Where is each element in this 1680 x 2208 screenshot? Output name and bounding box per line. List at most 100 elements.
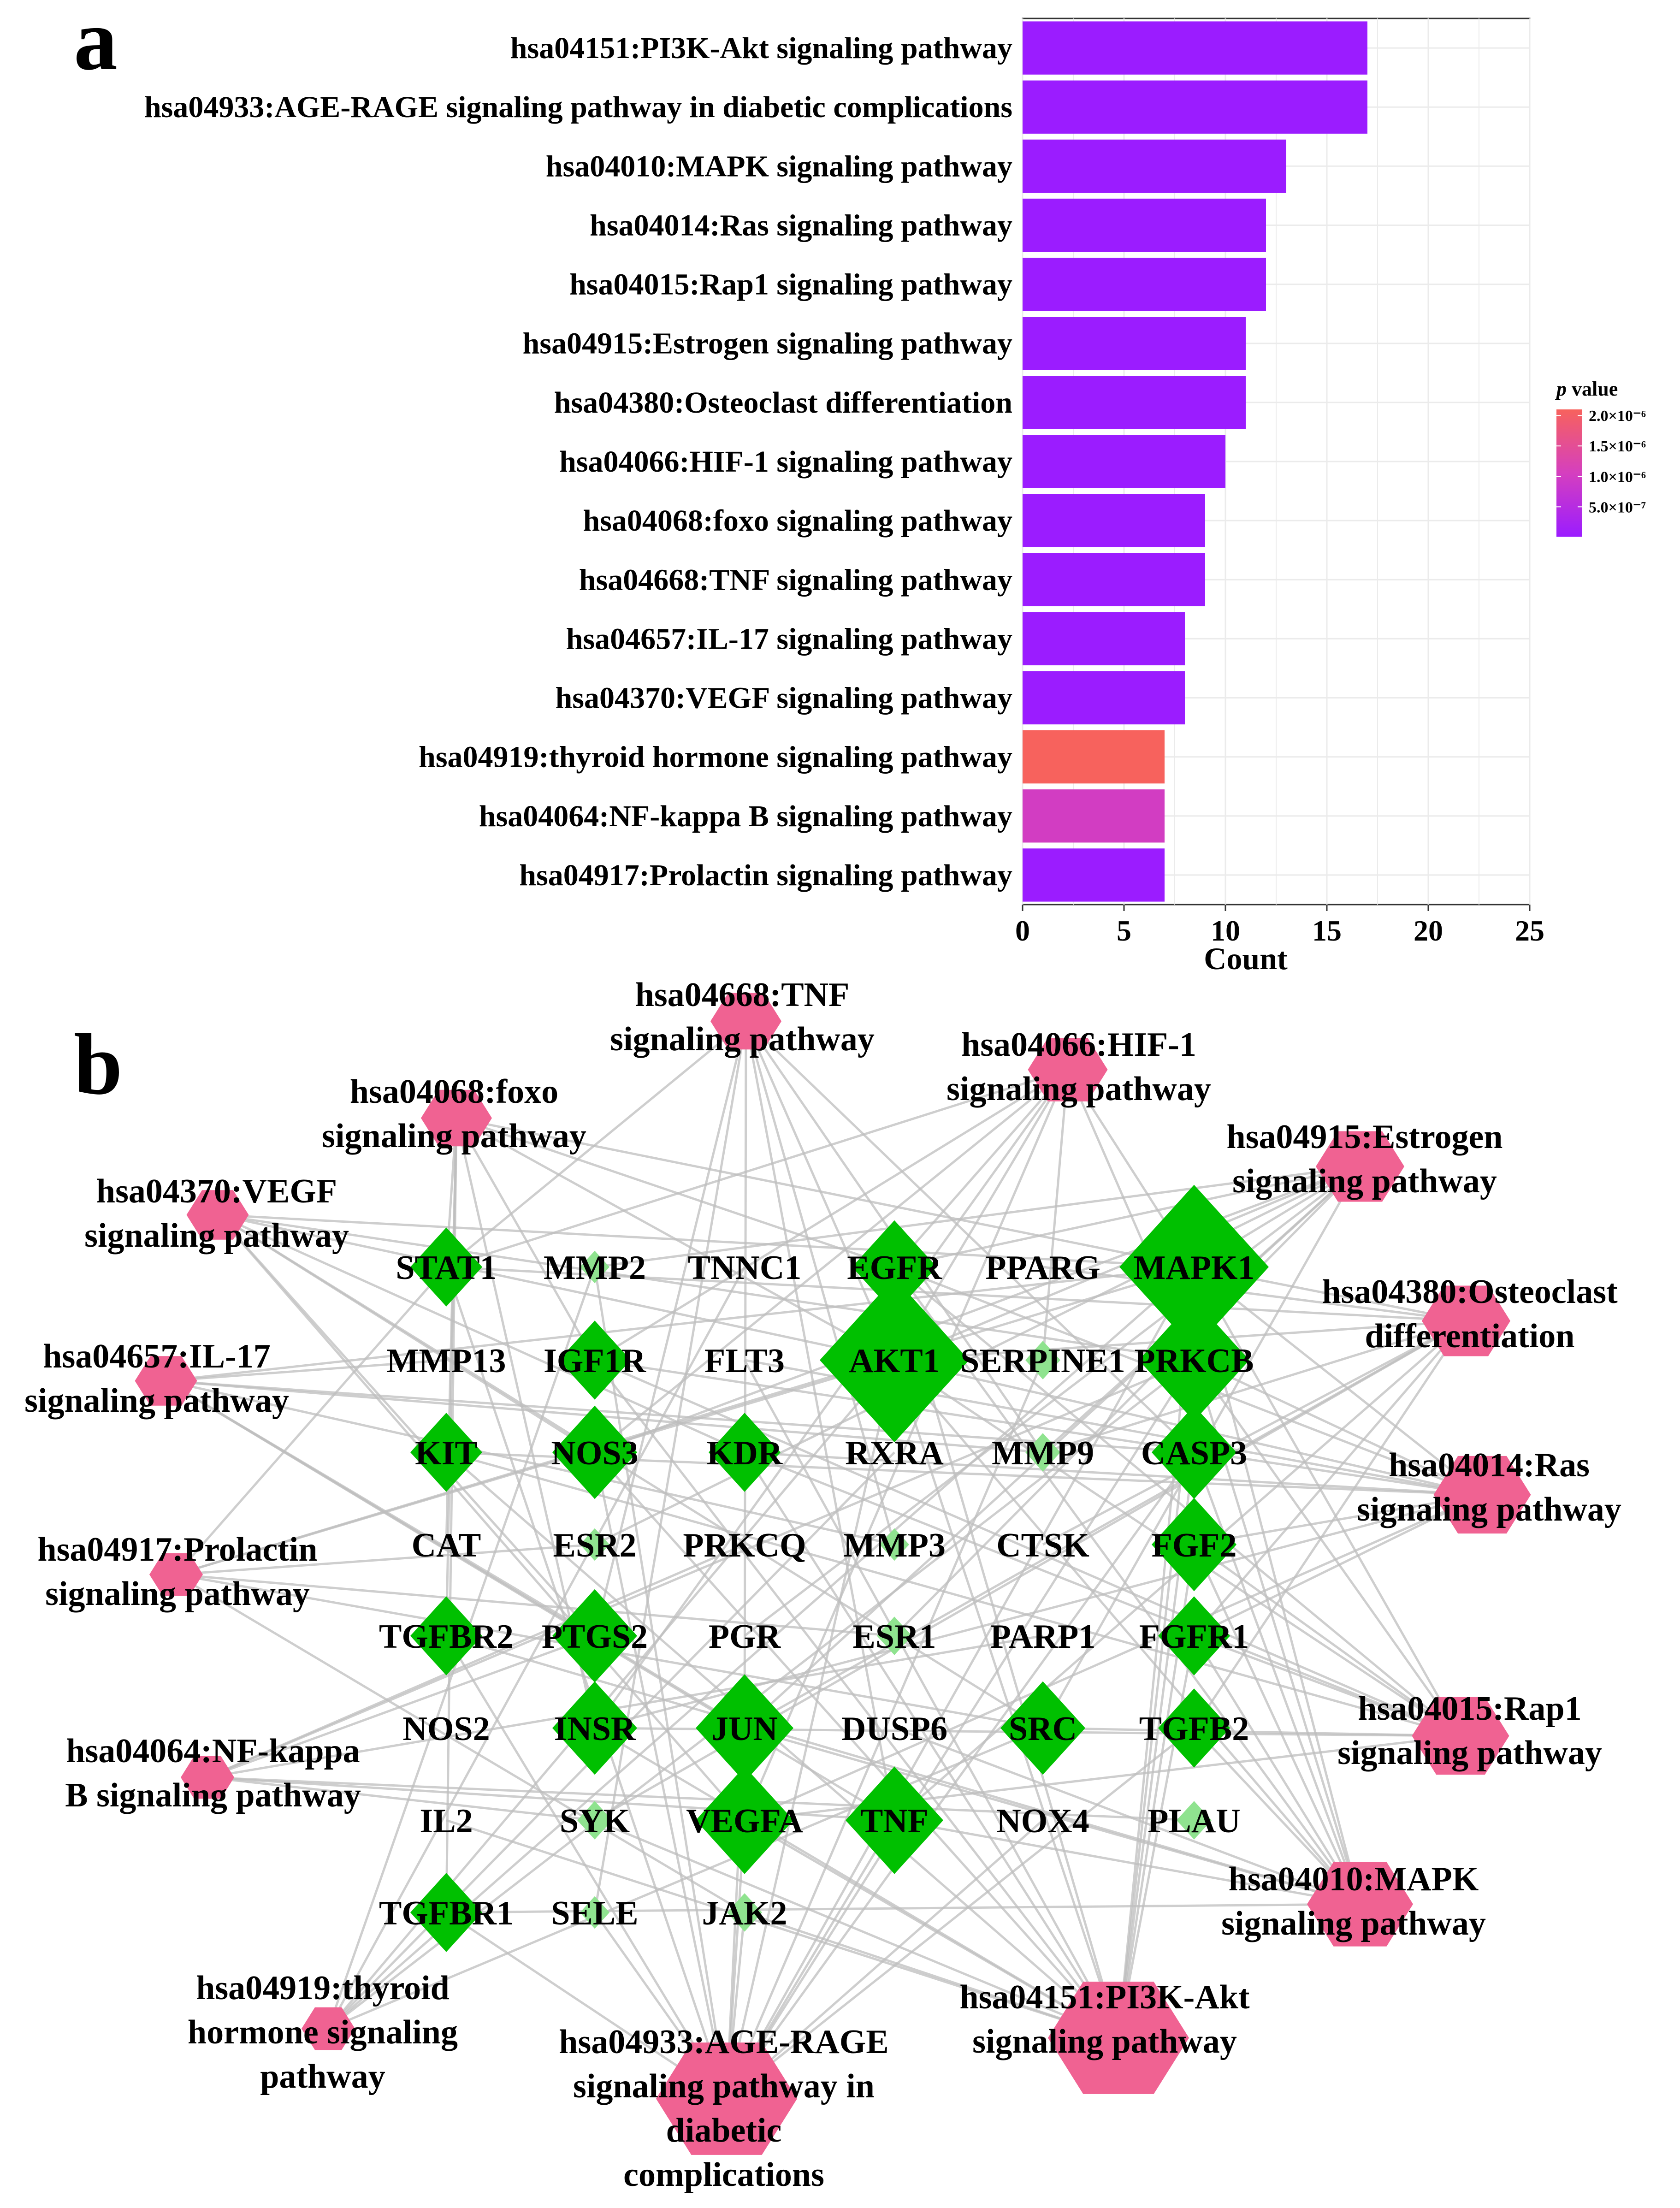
legend-ticks: 2.0×10⁻⁶ 1.5×10⁻⁶ 1.0×10⁻⁶ 5.0×10⁻⁷ [1556, 408, 1646, 516]
edge [456, 1117, 895, 1268]
pathway-label-line: hsa04917:Prolactin [37, 1531, 317, 1569]
gene-node-serpine1 [1025, 1341, 1060, 1379]
edge [893, 1359, 1361, 1905]
edge [745, 1021, 896, 1545]
pathway-label-line: signaling pathway [322, 1117, 586, 1155]
panel-a-letter: a [74, 0, 118, 89]
color-legend: p value 2.0×10⁻⁶ 1.5×10⁻⁶ 1.0×10⁻⁶ 5.0×10⁻⁷ [1555, 378, 1646, 537]
bar-hsa04657 [1023, 612, 1185, 666]
category-label: hsa04668:TNF signaling pathway [579, 563, 1012, 597]
gene-label-sele: SELE [551, 1894, 638, 1932]
edge [327, 1266, 1195, 2030]
edge [594, 1819, 1119, 2039]
pathway-node-hsa04933 [656, 2042, 797, 2155]
gene-label-il2: IL2 [420, 1802, 473, 1840]
edge [166, 1359, 447, 1382]
bars [1023, 21, 1367, 902]
gene-node-jun [696, 1674, 793, 1782]
edge [725, 1360, 1044, 2099]
edge [176, 1359, 895, 1576]
bar-hsa04370 [1023, 671, 1185, 725]
bar-hsa04010 [1023, 139, 1286, 193]
legend-tick-label: 5.0×10⁻⁷ [1589, 499, 1646, 516]
pathway-label-line: signaling pathway [45, 1575, 310, 1613]
gene-node-esr1 [877, 1616, 912, 1655]
edge [446, 1068, 1068, 1268]
edge [745, 1020, 1195, 1453]
pathway-node-hsa04919 [302, 2007, 355, 2050]
edge [217, 1214, 745, 1821]
pathway-label-line: signaling pathway [610, 1020, 875, 1058]
pathway-node-hsa04657 [135, 1356, 197, 1406]
edge [445, 1635, 728, 2100]
edge [743, 1069, 1069, 1821]
x-tick-label: 25 [1515, 914, 1544, 947]
pathway-label-line: hormone signaling [188, 2013, 458, 2051]
legend-title: p value [1555, 378, 1618, 400]
gene-label-esr2: ESR2 [553, 1527, 637, 1564]
edge [1042, 1320, 1467, 1546]
category-label: hsa04370:VEGF signaling pathway [556, 681, 1012, 715]
bar-hsa04066 [1023, 435, 1225, 488]
gene-label-fgf2: FGF2 [1152, 1527, 1237, 1564]
gene-node-kit [410, 1413, 482, 1492]
gene-node-esr2 [580, 1528, 609, 1561]
pathway-label-hsa04380: hsa04380:Osteoclast differentiation [1322, 1273, 1618, 1355]
pathway-label-line: signaling pathway [946, 1070, 1211, 1108]
edge [1193, 1452, 1361, 1905]
gene-label-tnnc1: TNNC1 [688, 1249, 802, 1287]
gene-label-mmp13: MMP13 [387, 1342, 506, 1380]
edge [744, 1451, 1483, 1496]
edge [893, 1266, 1361, 1905]
edge [175, 1266, 447, 1575]
gene-label-mmp3: MMP3 [843, 1527, 946, 1564]
edge [593, 1069, 1069, 1729]
edge [725, 1359, 1195, 2100]
edge [894, 1165, 1361, 1268]
gene-label-insr: INSR [554, 1710, 636, 1748]
edge [217, 1214, 1195, 1268]
network-nodes [135, 993, 1531, 2155]
gene-label-nox4: NOX4 [996, 1802, 1089, 1840]
edge [207, 1543, 745, 1779]
x-tick-label: 15 [1312, 914, 1342, 947]
gene-label-tgfb2: TGFB2 [1139, 1710, 1249, 1748]
bar-hsa04014 [1023, 198, 1266, 252]
edge [176, 1543, 595, 1576]
gene-node-vegfa [696, 1766, 793, 1874]
edge [743, 1451, 1120, 2039]
edge [207, 1776, 595, 1822]
gene-label-tgfbr1: TGFBR1 [379, 1894, 514, 1932]
pathway-label-line: signaling pathway [1221, 1905, 1486, 1942]
edge [446, 1819, 1119, 2039]
edge [207, 1634, 1043, 1779]
bar-hsa04064 [1023, 789, 1165, 843]
gene-label-serpine1: SERPINE1 [960, 1342, 1125, 1380]
pathway-label-line: hsa04380:Osteoclast [1322, 1273, 1618, 1311]
pathway-label-hsa04151: hsa04151:PI3K-Akt signaling pathway [959, 1978, 1249, 2060]
pathway-label-line: diabetic [666, 2112, 782, 2149]
edge [725, 1451, 1195, 2100]
bar-chart: hsa04151:PI3K-Akt signaling pathway hsa04… [144, 18, 1646, 976]
pathway-label-line: B signaling pathway [65, 1776, 361, 1814]
pathway-label-line: hsa04015:Rap1 [1358, 1690, 1581, 1728]
edge [1194, 1634, 1461, 1737]
edge [593, 1021, 747, 1636]
bar-hsa04933 [1023, 80, 1367, 134]
gene-node-syk [577, 1801, 612, 1840]
category-labels: hsa04151:PI3K-Akt signaling pathway hsa04… [144, 31, 1012, 892]
edge [166, 1379, 1195, 1454]
edge [726, 1819, 1044, 2100]
gene-node-mmp2 [580, 1250, 609, 1284]
gene-label-kdr: KDR [707, 1434, 783, 1472]
gene-label-stat1: STAT1 [396, 1249, 497, 1287]
edge [744, 1166, 1361, 1637]
pathway-node-hsa04014 [1433, 1456, 1531, 1534]
x-axis-ticks: 0 5 10 15 20 25 [1015, 905, 1544, 947]
legend-title-rest: value [1567, 378, 1618, 400]
gene-label-prkcb: PRKCB [1135, 1342, 1254, 1380]
pathway-node-hsa04380 [1422, 1285, 1510, 1356]
edge [744, 1819, 1119, 2039]
bar-hsa04380 [1023, 376, 1246, 429]
gene-node-kdr [709, 1413, 781, 1492]
